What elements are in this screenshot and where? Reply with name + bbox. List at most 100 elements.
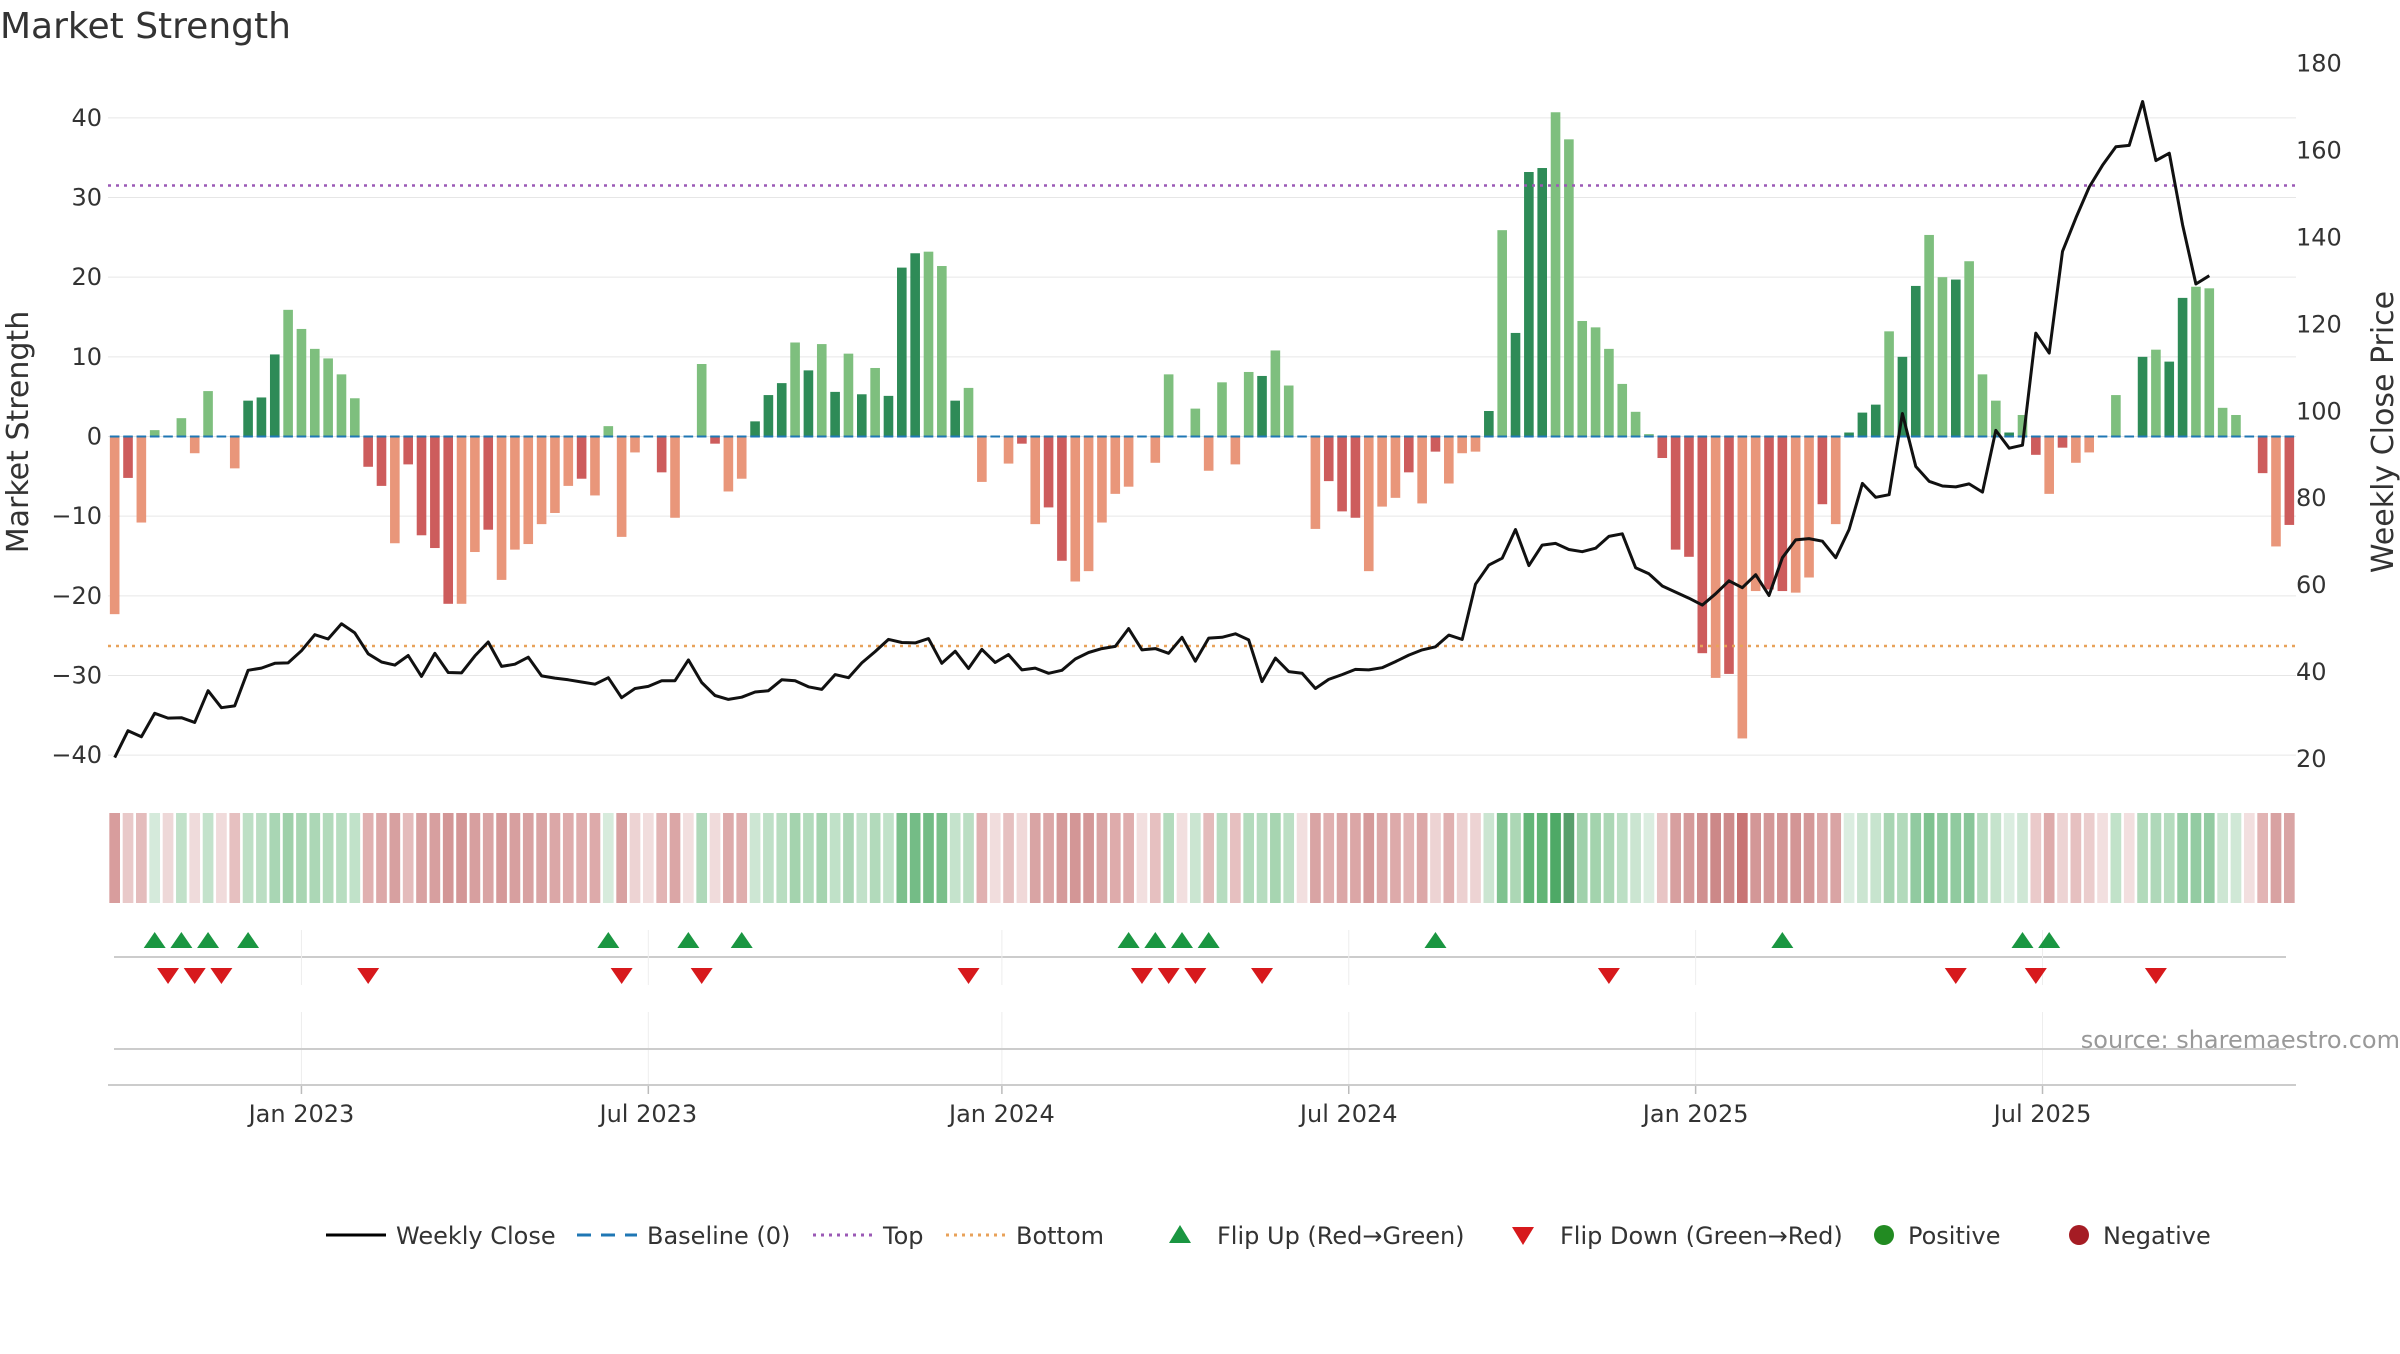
strength-bar-145: [2044, 437, 2054, 494]
y2-axis-title: Weekly Close Price: [2366, 291, 2400, 573]
strength-bar-5: [177, 418, 187, 436]
strip-cell-11: [256, 813, 267, 903]
strength-bar-147: [2071, 437, 2081, 463]
strip-cell-107: [1537, 813, 1548, 903]
strip-cell-131: [1857, 813, 1868, 903]
strip-cell-93: [1350, 813, 1361, 903]
strength-bar-54: [830, 392, 840, 437]
strip-cell-60: [910, 813, 921, 903]
strength-bar-94: [1364, 437, 1374, 572]
strength-bar-48: [750, 421, 760, 436]
strip-cell-78: [1150, 813, 1161, 903]
strip-cell-38: [616, 813, 627, 903]
strength-bar-50: [777, 383, 787, 436]
strip-cell-16: [323, 813, 334, 903]
strength-bar-44: [697, 364, 707, 436]
legend-item-6: Positive: [1874, 1222, 2001, 1250]
legend-label: Weekly Close: [396, 1222, 556, 1250]
strip-cell-129: [1830, 813, 1841, 903]
strip-cell-87: [1270, 813, 1281, 903]
strip-cell-21: [390, 813, 401, 903]
strength-bar-42: [670, 437, 680, 518]
strength-bar-64: [964, 388, 974, 437]
strength-bar-13: [283, 310, 293, 437]
strip-cell-112: [1604, 813, 1615, 903]
strength-bar-22: [403, 437, 413, 465]
strip-cell-31: [523, 813, 534, 903]
strip-cell-122: [1737, 813, 1748, 903]
strip-cell-117: [1670, 813, 1681, 903]
strength-bar-106: [1524, 172, 1534, 436]
strength-bar-68: [1017, 437, 1027, 444]
strength-bar-84: [1231, 437, 1241, 465]
strength-bar-29: [497, 437, 507, 580]
strip-cell-5: [176, 813, 187, 903]
strip-cell-8: [216, 813, 227, 903]
strip-cell-43: [683, 813, 694, 903]
strip-cell-133: [1884, 813, 1895, 903]
legend-circle-swatch: [2069, 1225, 2089, 1245]
strip-cell-103: [1484, 813, 1495, 903]
strip-cell-81: [1190, 813, 1201, 903]
strength-bar-148: [2084, 437, 2094, 453]
strip-cell-47: [736, 813, 747, 903]
strip-cell-89: [1297, 813, 1308, 903]
flip-down-marker-3: [357, 968, 379, 984]
strip-cell-150: [2111, 813, 2122, 903]
strip-cell-102: [1470, 813, 1481, 903]
strip-cell-6: [189, 813, 200, 903]
strip-cell-39: [630, 813, 641, 903]
strength-bar-112: [1604, 349, 1614, 437]
strength-bar-127: [1804, 437, 1814, 578]
strip-cell-157: [2204, 813, 2215, 903]
legend-label: Bottom: [1016, 1222, 1104, 1250]
strip-cell-146: [2057, 813, 2068, 903]
strip-cell-145: [2044, 813, 2055, 903]
strip-cell-74: [1097, 813, 1108, 903]
legend-label: Top: [882, 1222, 924, 1250]
strength-bar-144: [2031, 437, 2041, 455]
legend-item-2: Top: [813, 1222, 924, 1250]
strip-cell-140: [1977, 813, 1988, 903]
strip-cell-137: [1937, 813, 1948, 903]
strip-cell-12: [269, 813, 280, 903]
strip-cell-37: [603, 813, 614, 903]
strength-bar-57: [870, 368, 880, 437]
strength-bar-136: [1924, 235, 1934, 437]
strength-bar-56: [857, 394, 867, 436]
strength-bar-150: [2111, 395, 2121, 436]
flip-down-marker-6: [958, 968, 980, 984]
strip-cell-95: [1377, 813, 1388, 903]
flip-down-marker-9: [1184, 968, 1206, 984]
strength-bar-86: [1257, 376, 1267, 437]
flip-up-marker-5: [677, 932, 699, 948]
strength-bar-138: [1951, 280, 1961, 437]
strength-bar-73: [1084, 437, 1094, 572]
flip-down-marker-1: [184, 968, 206, 984]
strip-cell-109: [1564, 813, 1575, 903]
strip-cell-29: [496, 813, 507, 903]
strip-cell-91: [1323, 813, 1334, 903]
y2-tick-label-4: 100: [2296, 397, 2342, 425]
strip-cell-30: [510, 813, 521, 903]
strip-cell-2: [136, 813, 147, 903]
flip-down-marker-12: [1945, 968, 1967, 984]
strip-cell-36: [590, 813, 601, 903]
legend-triangle-up-swatch: [1169, 1225, 1191, 1243]
strip-cell-98: [1417, 813, 1428, 903]
legend-item-3: Bottom: [946, 1222, 1104, 1250]
strip-cell-58: [883, 813, 894, 903]
strength-bar-74: [1097, 437, 1107, 523]
strength-bar-25: [443, 437, 453, 604]
strength-bar-28: [483, 437, 493, 530]
strength-bar-26: [457, 437, 467, 604]
strength-bar-139: [1964, 261, 1974, 436]
strip-cell-65: [977, 813, 988, 903]
strip-cell-45: [710, 813, 721, 903]
strip-cell-55: [843, 813, 854, 903]
strip-cell-153: [2151, 813, 2162, 903]
strip-cell-46: [723, 813, 734, 903]
strength-bar-17: [337, 374, 347, 436]
strip-cell-115: [1644, 813, 1655, 903]
